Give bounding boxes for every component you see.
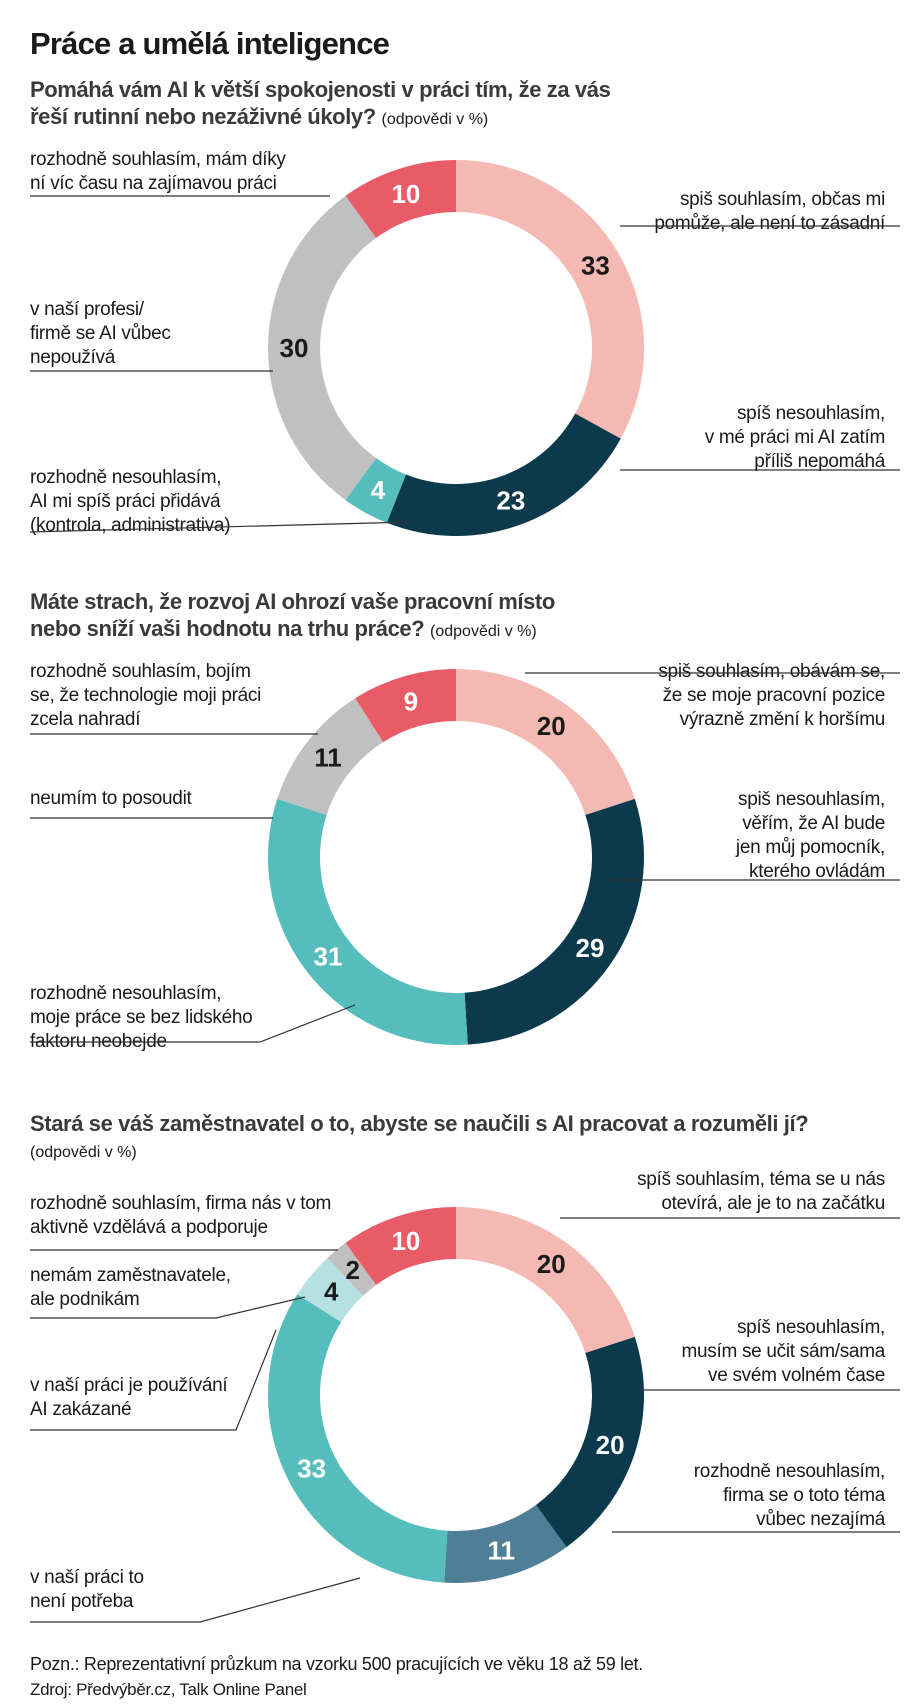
chart2-leader-line-3	[30, 1004, 356, 1043]
chart2-slice-1	[456, 669, 635, 815]
chart2-slice-5	[355, 669, 456, 743]
chart3-label-strongly-disagree: rozhodně nesouhlasím, firma se o toto té…	[693, 1461, 886, 1530]
chart2-slice-4	[277, 698, 384, 815]
chart3-value-label-1: 20	[537, 1249, 566, 1279]
chart3-slice-6	[327, 1242, 377, 1296]
chart1-label-not-used: v naší profesi/ firmě se AI vůbec nepouž…	[30, 299, 171, 368]
chart2-label-rather-disagree: spiš nesouhlasím, věřím, že AI bude jen …	[735, 789, 885, 882]
chart1-value-label-4: 30	[280, 333, 309, 363]
question-2: Máte strach, že rozvoj AI ohrozí vaše pr…	[30, 588, 870, 645]
chart3-value-label-3: 11	[487, 1536, 515, 1566]
chart3-leader-line-4	[30, 1577, 361, 1623]
chart2-value-label-2: 29	[576, 933, 605, 963]
question-1-text: Pomáhá vám AI k větší spokojenosti v prá…	[30, 77, 611, 129]
chart2-value-label-1: 20	[537, 711, 566, 741]
chart1-value-label-5: 10	[391, 179, 420, 209]
chart3-slice-4	[267, 1294, 448, 1583]
chart2-label-rather-agree: spiš souhlasím, obávám se, že se moje pr…	[658, 661, 885, 730]
chart1-slice-5	[345, 160, 456, 238]
chart2-slice-2	[464, 798, 644, 1045]
chart2-value-label-4: 11	[314, 743, 342, 773]
page-title: Práce a umělá inteligence	[30, 26, 390, 61]
question-3: Stará se váš zaměstnavatel o to, abyste …	[30, 1110, 890, 1166]
chart3-slice-7	[345, 1207, 456, 1285]
chart1-leader-line-3	[29, 521, 411, 533]
footnote: Pozn.: Reprezentativní průzkum na vzorku…	[30, 1654, 643, 1674]
chart3-value-label-7: 10	[391, 1226, 420, 1256]
chart3-slice-2	[535, 1336, 644, 1548]
question-3-unit: (odpovědi v %)	[30, 1144, 137, 1161]
chart1-value-label-2: 23	[496, 485, 525, 515]
question-2-text: Máte strach, že rozvoj AI ohrozí vaše pr…	[30, 589, 555, 641]
chart3-label-entrepreneur: nemám zaměstnavatele, ale podnikám	[30, 1265, 231, 1310]
chart3-label-strongly-agree: rozhodně souhlasím, firma nás v tom akti…	[30, 1193, 332, 1238]
chart1-label-strongly-disagree: rozhodně nesouhlasím, AI mi spíš práci p…	[30, 467, 231, 536]
chart3-leader-line-5	[30, 1329, 277, 1431]
chart2-label-cannot-judge: neumím to posoudit	[30, 788, 192, 809]
chart1-label-rather-agree: spiš souhlasím, občas mi pomůže, ale nen…	[654, 189, 885, 234]
question-3-text: Stará se váš zaměstnavatel o to, abyste …	[30, 1111, 809, 1136]
chart3-slice-1	[456, 1207, 635, 1353]
chart3-value-label-5: 4	[324, 1277, 339, 1307]
chart1-label-strongly-agree: rozhodně souhlasím, mám díky ní víc času…	[30, 149, 286, 194]
chart3-label-rather-disagree: spíš nesouhlasím, musím se učit sám/sama…	[681, 1317, 885, 1386]
chart2-slice-3	[268, 798, 468, 1045]
chart3-slice-3	[444, 1505, 567, 1583]
chart1-slice-4	[267, 195, 377, 501]
chart1-label-rather-disagree: spíš nesouhlasím, v mé práci mi AI zatím…	[704, 403, 886, 472]
question-2-unit: (odpovědi v %)	[430, 623, 537, 640]
chart3-leader-line-6	[30, 1296, 306, 1319]
chart3-value-label-2: 20	[596, 1430, 625, 1460]
chart1-value-label-1: 33	[581, 251, 610, 281]
chart2-label-strongly-agree: rozhodně souhlasím, bojím se, že technol…	[30, 661, 262, 730]
question-1-unit: (odpovědi v %)	[381, 111, 489, 128]
chart1-slice-2	[386, 413, 621, 536]
chart3-label-not-needed: v naší práci to není potřeba	[30, 1567, 144, 1612]
question-1: Pomáhá vám AI k větší spokojenosti v prá…	[30, 76, 870, 133]
chart1-value-label-3: 4	[371, 475, 386, 505]
chart3-value-label-6: 2	[346, 1255, 360, 1285]
chart2-value-label-3: 31	[314, 941, 343, 971]
chart3-label-rather-agree: spíš souhlasím, téma se u nás otevírá, a…	[637, 1169, 885, 1214]
chart3-value-label-4: 33	[297, 1454, 326, 1484]
chart1-slice-3	[345, 458, 406, 523]
chart2-value-label-5: 9	[404, 686, 418, 716]
chart3-slice-5	[297, 1257, 363, 1323]
chart1-slice-1	[456, 160, 645, 439]
chart3-label-forbidden: v naší práci je používání AI zakázané	[30, 1375, 228, 1420]
source: Zdroj: Předvýběr.cz, Talk Online Panel	[30, 1680, 307, 1699]
